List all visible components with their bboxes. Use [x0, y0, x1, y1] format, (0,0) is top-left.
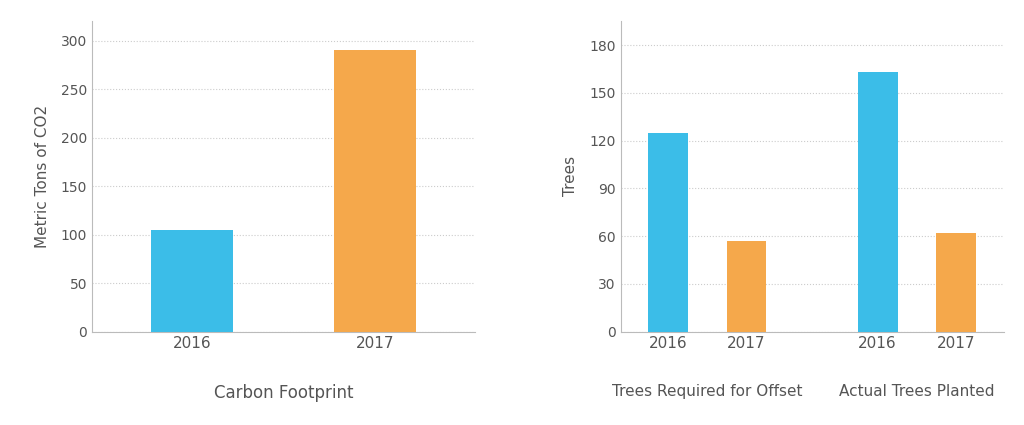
Bar	[936, 233, 976, 332]
Bar	[334, 50, 416, 332]
Text: Carbon Footprint: Carbon Footprint	[214, 384, 353, 402]
Bar	[727, 241, 766, 332]
Bar	[648, 133, 688, 332]
Y-axis label: Trees: Trees	[563, 156, 579, 196]
Y-axis label: Metric Tons of CO2: Metric Tons of CO2	[35, 105, 50, 248]
Text: Trees Required for Offset: Trees Required for Offset	[612, 384, 803, 399]
Text: Actual Trees Planted: Actual Trees Planted	[840, 384, 994, 399]
Bar	[858, 72, 898, 332]
Bar	[152, 230, 233, 332]
